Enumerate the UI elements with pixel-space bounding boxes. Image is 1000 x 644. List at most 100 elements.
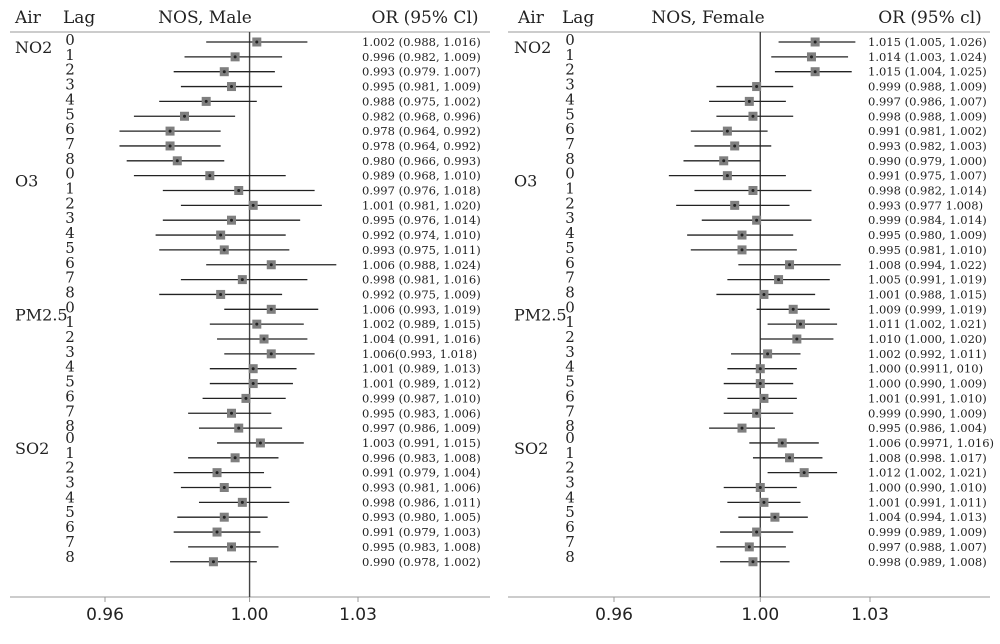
lag-label: 1 <box>65 46 75 64</box>
lag-label: 6 <box>65 518 75 536</box>
or-point-center <box>244 396 248 400</box>
lag-label: 4 <box>65 90 75 108</box>
or-ci-text: 0.998 (0.988, 1.009) <box>868 109 987 123</box>
group-label-no2: NO2 <box>514 38 551 57</box>
panel-title: NOS, Male <box>158 8 252 28</box>
lag-label: 4 <box>65 488 75 506</box>
lag-label: 0 <box>65 31 75 49</box>
group-label-pm25: PM2.5 <box>15 305 68 324</box>
lag-label: 4 <box>565 488 575 506</box>
or-ci-text: 0.982 (0.968, 0.996) <box>362 109 481 123</box>
or-ci-text: 1.004 (0.991, 1.016) <box>362 332 481 346</box>
or-ci-text: 0.991 (0.975, 1.007) <box>868 169 987 183</box>
lag-label: 5 <box>565 239 575 257</box>
lag-label: 6 <box>565 254 575 272</box>
or-point-center <box>802 471 806 475</box>
or-point-center <box>740 426 744 430</box>
or-point-center <box>208 174 212 178</box>
lag-label: 1 <box>565 444 575 462</box>
x-tick-label: 1.03 <box>339 605 377 625</box>
x-tick-label: 1.00 <box>741 605 779 625</box>
or-ci-text: 0.996 (0.982, 1.009) <box>362 50 481 64</box>
or-ci-text: 1.009 (0.999, 1.019) <box>868 302 987 316</box>
or-point-center <box>740 248 744 252</box>
or-ci-text: 0.993 (0.980, 1.005) <box>362 510 481 524</box>
or-ci-text: 0.992 (0.975, 1.009) <box>362 287 481 301</box>
or-point-center <box>799 322 803 326</box>
or-ci-text: 1.010 (1.000, 1.020) <box>868 332 987 346</box>
or-point-center <box>222 486 226 489</box>
lag-label: 3 <box>565 474 575 492</box>
or-point-center <box>183 114 187 118</box>
or-point-center <box>269 307 273 311</box>
lag-label: 1 <box>65 444 75 462</box>
or-ci-text: 0.998 (0.982, 1.014) <box>868 184 987 198</box>
or-ci-text: 1.011 (1.002, 1.021) <box>868 317 987 331</box>
or-point-center <box>755 411 759 415</box>
lag-label: 1 <box>565 46 575 64</box>
or-ci-text: 1.002 (0.992, 1.011) <box>868 347 987 361</box>
or-point-center <box>233 456 237 460</box>
lag-label: 0 <box>565 429 575 447</box>
or-ci-text: 1.001 (0.991, 1.010) <box>868 391 987 405</box>
or-point-center <box>766 352 770 356</box>
or-point-center <box>725 129 729 133</box>
lag-label: 6 <box>565 387 575 405</box>
lag-label: 8 <box>65 283 75 301</box>
lag-label: 7 <box>65 135 75 153</box>
or-ci-text: 0.997 (0.988, 1.007) <box>868 540 987 554</box>
or-ci-text: 0.993 (0.975, 1.011) <box>362 243 481 257</box>
or-point-center <box>230 411 233 415</box>
or-ci-text: 0.997 (0.986, 1.009) <box>362 421 481 435</box>
lag-label: 3 <box>65 343 75 361</box>
or-point-center <box>258 441 262 445</box>
or-point-center <box>777 278 781 282</box>
or-point-center <box>773 515 777 519</box>
lag-label: 7 <box>565 402 575 420</box>
or-ci-text: 1.001 (0.989, 1.013) <box>362 362 481 376</box>
or-point-center <box>222 70 226 74</box>
group-label-pm25: PM2.5 <box>514 305 567 324</box>
or-ci-text: 1.006(0.993, 1.018) <box>362 347 477 361</box>
or-ci-text: 0.995 (0.981, 1.010) <box>868 243 987 257</box>
lag-label: 5 <box>565 373 575 391</box>
or-point-center <box>168 129 172 133</box>
or-ci-text: 1.002 (0.989, 1.015) <box>362 317 481 331</box>
panel-title: NOS, Female <box>651 8 764 28</box>
group-label-so2: SO2 <box>514 439 548 458</box>
or-ci-text: 0.998 (0.986, 1.011) <box>362 495 481 509</box>
or-ci-text: 1.002 (0.988, 1.016) <box>362 35 481 49</box>
lag-label: 0 <box>65 429 75 447</box>
or-point-center <box>762 396 766 400</box>
or-ci-text: 0.997 (0.986, 1.007) <box>868 94 987 108</box>
lag-label: 0 <box>65 298 75 316</box>
lag-label: 6 <box>65 387 75 405</box>
or-ci-text: 1.003 (0.991, 1.015) <box>362 436 481 450</box>
group-label-so2: SO2 <box>15 439 49 458</box>
or-ci-text: 1.005 (0.991, 1.019) <box>868 273 987 287</box>
lag-label: 2 <box>565 328 575 346</box>
or-point-center <box>215 530 219 534</box>
lag-label: 3 <box>65 474 75 492</box>
or-point-center <box>751 560 755 564</box>
lag-label: 0 <box>565 298 575 316</box>
lag-label: 2 <box>565 459 575 477</box>
header-lag: Lag <box>562 8 594 28</box>
or-point-center <box>175 159 179 163</box>
x-tick-label: 0.96 <box>86 605 124 625</box>
or-point-center <box>230 218 233 222</box>
lag-label: 1 <box>565 313 575 331</box>
or-ci-text: 0.999 (0.990, 1.009) <box>868 406 987 420</box>
or-point-center <box>740 233 744 237</box>
lag-label: 5 <box>565 503 575 521</box>
lag-label: 2 <box>65 328 75 346</box>
lag-label: 3 <box>565 343 575 361</box>
lag-label: 3 <box>65 209 75 227</box>
or-point-center <box>780 441 784 445</box>
or-ci-text: 0.978 (0.964, 0.992) <box>362 124 481 138</box>
lag-label: 5 <box>65 105 75 123</box>
or-ci-text: 0.999 (0.987, 1.010) <box>362 391 481 405</box>
or-ci-text: 0.999 (0.988, 1.009) <box>868 80 987 94</box>
or-ci-text: 0.990 (0.978, 1.002) <box>362 555 481 569</box>
or-point-center <box>788 263 792 267</box>
